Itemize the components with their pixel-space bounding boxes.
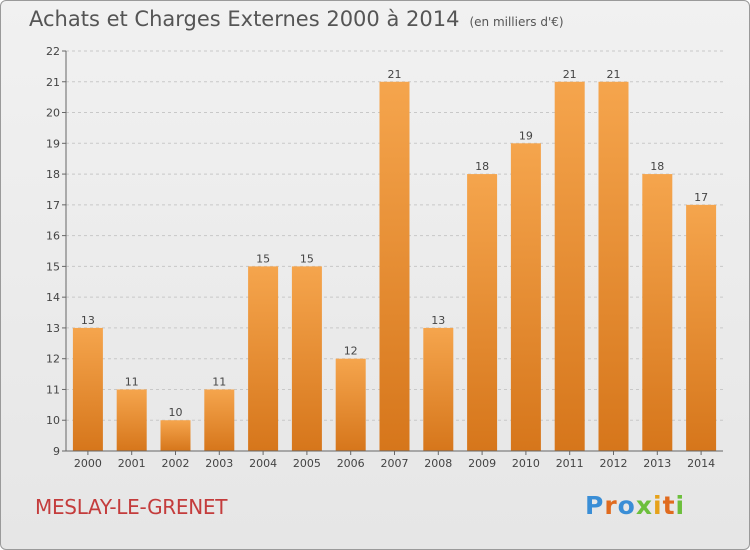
y-tick-label: 19 — [46, 137, 60, 150]
x-tick-label: 2014 — [687, 457, 715, 470]
x-tick-label: 2002 — [162, 457, 190, 470]
title-text: Achats et Charges Externes 2000 à 2014 — [29, 7, 460, 31]
x-tick-label: 2011 — [556, 457, 584, 470]
bar-2007 — [379, 81, 410, 452]
value-label: 15 — [256, 252, 270, 265]
x-tick-label: 2010 — [512, 457, 540, 470]
bar-2002 — [160, 420, 191, 451]
chart-subtitle: (en milliers d'€) — [469, 15, 564, 29]
value-label: 21 — [563, 68, 577, 81]
logo-letter: t — [662, 491, 676, 520]
x-tick-label: 2012 — [600, 457, 628, 470]
x-tick-label: 2005 — [293, 457, 321, 470]
bar-2009 — [467, 174, 498, 452]
value-label: 19 — [519, 129, 533, 142]
bar-2008 — [423, 327, 454, 451]
x-tick-label: 2007 — [381, 457, 409, 470]
value-label: 15 — [300, 252, 314, 265]
axes — [62, 50, 723, 455]
y-tick-label: 13 — [46, 322, 60, 335]
logo-letter: o — [617, 491, 636, 520]
value-label: 10 — [169, 406, 183, 419]
y-tick-label: 14 — [46, 291, 60, 304]
value-label: 11 — [125, 375, 139, 388]
bar-2003 — [204, 389, 235, 451]
y-tick-labels: 9 10 11 12 13 14 15 16 17 18 19 20 21 22 — [46, 45, 60, 458]
value-label: 18 — [475, 160, 489, 173]
bar-2004 — [248, 266, 279, 451]
y-tick-label: 11 — [46, 383, 60, 396]
bar-2014 — [686, 204, 717, 451]
value-label: 18 — [650, 160, 664, 173]
logo-letter: i — [675, 491, 686, 520]
bar-2001 — [116, 389, 147, 451]
commune-name: MESLAY-LE-GRENET — [35, 495, 228, 519]
value-labels: 13 11 10 11 15 15 12 21 13 18 19 21 21 18 17 — [81, 68, 708, 419]
chart-title: Achats et Charges Externes 2000 à 2014 (e… — [29, 7, 564, 31]
x-tick-label: 2008 — [424, 457, 452, 470]
y-tick-label: 21 — [46, 76, 60, 89]
proxiti-logo: Proxiti — [585, 491, 685, 520]
x-tick-label: 2001 — [118, 457, 146, 470]
y-tick-label: 17 — [46, 199, 60, 212]
x-tick-label: 2000 — [74, 457, 102, 470]
y-tick-label: 20 — [46, 107, 60, 120]
y-tick-label: 10 — [46, 414, 60, 427]
x-tick-label: 2013 — [643, 457, 671, 470]
x-tick-label: 2009 — [468, 457, 496, 470]
value-label: 21 — [607, 68, 621, 81]
x-tick-label: 2003 — [205, 457, 233, 470]
bar-2013 — [642, 174, 673, 452]
y-tick-label: 16 — [46, 230, 60, 243]
y-tick-label: 15 — [46, 260, 60, 273]
bar-2010 — [510, 143, 541, 452]
value-label: 13 — [431, 314, 445, 327]
y-tick-label: 9 — [53, 445, 60, 458]
bar-2006 — [335, 358, 366, 451]
logo-letter: x — [635, 491, 653, 520]
value-label: 12 — [344, 345, 358, 358]
value-label: 13 — [81, 314, 95, 327]
bar-2011 — [554, 81, 585, 452]
bar-2000 — [72, 327, 103, 451]
y-tick-label: 22 — [46, 45, 60, 58]
logo-letter: P — [585, 491, 605, 520]
logo-letter: r — [604, 491, 618, 520]
logo-letter: i — [653, 491, 663, 520]
value-label: 11 — [212, 375, 226, 388]
value-label: 17 — [694, 191, 708, 204]
x-tick-label: 2004 — [249, 457, 277, 470]
value-label: 21 — [388, 68, 402, 81]
x-tick-label: 2006 — [337, 457, 365, 470]
y-tick-label: 12 — [46, 353, 60, 366]
y-tick-label: 18 — [46, 168, 60, 181]
bar-2012 — [598, 81, 629, 452]
bars-group — [72, 81, 717, 452]
x-tick-labels: 2000 2001 2002 2003 2004 2005 2006 2007 2008 2009… — [74, 457, 715, 470]
bar-2005 — [291, 266, 322, 451]
